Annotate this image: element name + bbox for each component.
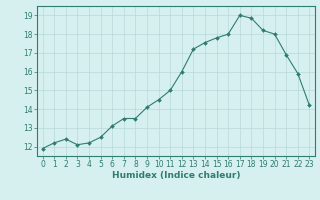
X-axis label: Humidex (Indice chaleur): Humidex (Indice chaleur): [112, 171, 240, 180]
